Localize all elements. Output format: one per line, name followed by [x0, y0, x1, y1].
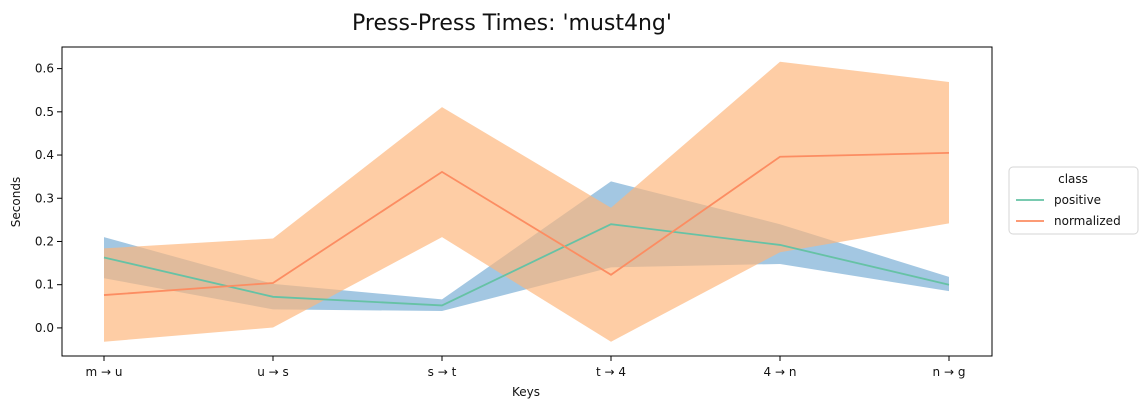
x-axis-label: Keys	[512, 385, 540, 399]
chart-title: Press-Press Times: 'must4ng'	[352, 11, 672, 36]
y-tick-label: 0.3	[35, 191, 54, 205]
y-tick-label: 0.0	[35, 321, 54, 335]
y-tick-label: 0.2	[35, 234, 54, 248]
series-line-normalized	[103, 151, 950, 296]
x-axis: m → u u → s s → t t → 4 4 → n n → g	[86, 356, 966, 379]
y-axis: 0.0 0.1 0.2 0.3 0.4 0.5 0.6	[35, 62, 62, 335]
y-tick-label: 0.4	[35, 148, 54, 162]
legend-label-normalized: normalized	[1054, 214, 1121, 228]
y-tick-label: 0.5	[35, 105, 54, 119]
legend-items: positive normalized	[1016, 193, 1121, 228]
legend: class positive normalized	[1008, 166, 1139, 235]
x-tick-label: u → s	[257, 365, 289, 379]
x-tick-label: t → 4	[596, 365, 626, 379]
confidence-band-normalized	[104, 61, 949, 342]
y-tick-label: 0.6	[35, 62, 54, 76]
x-tick-label: 4 → n	[764, 365, 797, 379]
legend-title: class	[1058, 172, 1088, 186]
legend-label-positive: positive	[1054, 193, 1101, 207]
series-line-positive	[103, 223, 950, 307]
plot-layer	[103, 61, 950, 342]
x-tick-label: m → u	[86, 365, 123, 379]
y-axis-label: Seconds	[9, 177, 23, 227]
plot-frame	[61, 46, 993, 357]
x-tick-label: n → g	[933, 365, 966, 379]
y-tick-label: 0.1	[35, 278, 54, 292]
legend-box	[1008, 166, 1139, 235]
x-tick-label: s → t	[428, 365, 457, 379]
